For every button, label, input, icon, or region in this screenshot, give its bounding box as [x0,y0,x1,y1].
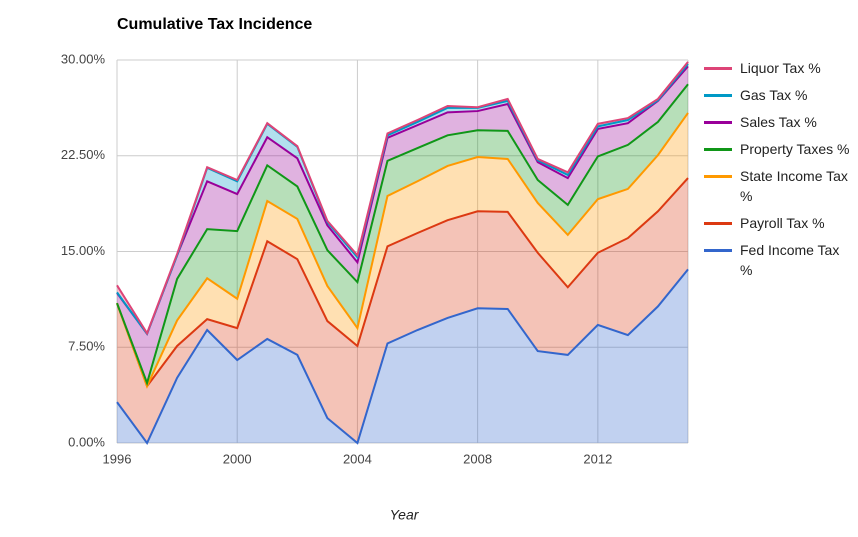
legend-label: Sales Tax % [740,114,817,130]
series-line [116,268,689,445]
legend-label: Gas Tax % [740,87,808,103]
legend-swatch [704,148,732,151]
legend-swatch [704,94,732,97]
legend-swatch [704,175,732,178]
area [117,112,688,387]
legend-item: Fed Income Tax % [704,240,854,280]
legend-item: Payroll Tax % [704,213,854,233]
legend-item: Liquor Tax % [704,58,854,78]
chart-title: Cumulative Tax Incidence [117,16,312,33]
y-tick-label: 30.00% [61,51,106,66]
x-tick-label: 2004 [343,451,372,466]
legend-label: Fed Income Tax % [740,242,840,278]
legend: Liquor Tax % Gas Tax % Sales Tax % Property… [704,58,854,287]
legend-item: Sales Tax % [704,112,854,132]
area [117,269,688,443]
series-line [116,112,689,389]
legend-label: State Income Tax % [740,168,848,204]
area [117,66,688,383]
series-line [116,177,689,389]
legend-swatch [704,249,732,252]
x-tick-label: 1996 [103,451,132,466]
y-tick-label: 7.50% [68,339,105,354]
legend-item: Gas Tax % [704,85,854,105]
x-tick-label: 2012 [583,451,612,466]
series-line [116,65,689,336]
legend-swatch [704,222,732,225]
legend-item: State Income Tax % [704,166,854,206]
series-line [116,61,689,336]
legend-item: Property Taxes % [704,139,854,159]
legend-swatch [704,121,732,124]
area [117,84,688,387]
legend-label: Payroll Tax % [740,215,825,231]
y-tick-label: 0.00% [68,434,105,449]
y-tick-label: 22.50% [61,147,106,162]
x-tick-label: 2000 [223,451,252,466]
area [117,178,688,443]
legend-label: Liquor Tax % [740,60,821,76]
series-line [116,83,689,387]
x-tick-label: 2008 [463,451,492,466]
y-tick-label: 15.00% [61,243,106,258]
legend-swatch [704,67,732,70]
legend-label: Property Taxes % [740,141,850,157]
x-axis-title: Year [390,507,420,523]
